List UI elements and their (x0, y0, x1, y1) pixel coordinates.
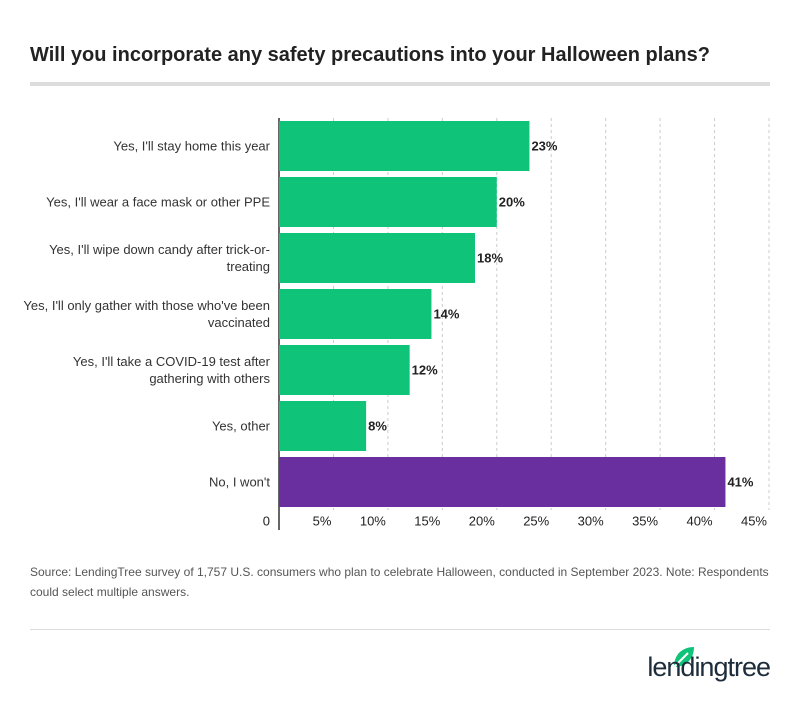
category-label: Yes, I'll only gather with those who've … (23, 298, 270, 330)
bar (279, 345, 410, 395)
value-label: 12% (412, 362, 438, 377)
divider (30, 82, 770, 86)
brand-leaf (673, 647, 694, 668)
x-tick-label: 40% (687, 513, 713, 528)
chart: 0 5% 10% 15% 20% 25% 30% 35% 40% 45% 23% 20% 18% 14% 1… (263, 118, 770, 530)
x-tick-label: 10% (360, 513, 386, 528)
bar (279, 457, 726, 507)
category-label: Yes, I'll wear a face mask or other PPE (46, 194, 270, 210)
category-label: Yes, other (211, 418, 270, 434)
brand-logo: lendingtree (647, 652, 771, 682)
category-label: Yes, I'll stay home this year (113, 138, 270, 154)
source-note: Source: LendingTree survey of 1,757 U.S.… (30, 565, 769, 599)
bar (279, 289, 432, 339)
x-tick-label: 0 (263, 513, 270, 528)
value-label: 8% (368, 418, 387, 433)
value-label: 20% (499, 194, 525, 209)
x-tick-label: 5% (313, 513, 332, 528)
x-tick-label: 20% (469, 513, 495, 528)
divider (30, 629, 770, 630)
value-label: 18% (477, 250, 503, 265)
x-tick-label: 15% (414, 513, 440, 528)
bar (279, 233, 475, 283)
bar (279, 177, 497, 227)
value-label: 23% (531, 138, 557, 153)
value-label: 14% (433, 306, 459, 321)
x-tick-label: 25% (523, 513, 549, 528)
category-label: No, I won't (208, 474, 270, 490)
bar (279, 121, 530, 171)
bar (279, 401, 367, 451)
category-label: Yes, I'll wipe down candy after trick-or… (49, 242, 270, 274)
x-tick-label: 45% (741, 513, 767, 528)
x-tick-label: 35% (632, 513, 658, 528)
value-label: 41% (727, 474, 753, 489)
chart-title: Will you incorporate any safety precauti… (30, 44, 710, 66)
category-label: Yes, I'll take a COVID-19 test after gat… (72, 354, 270, 386)
x-tick-label: 30% (578, 513, 604, 528)
